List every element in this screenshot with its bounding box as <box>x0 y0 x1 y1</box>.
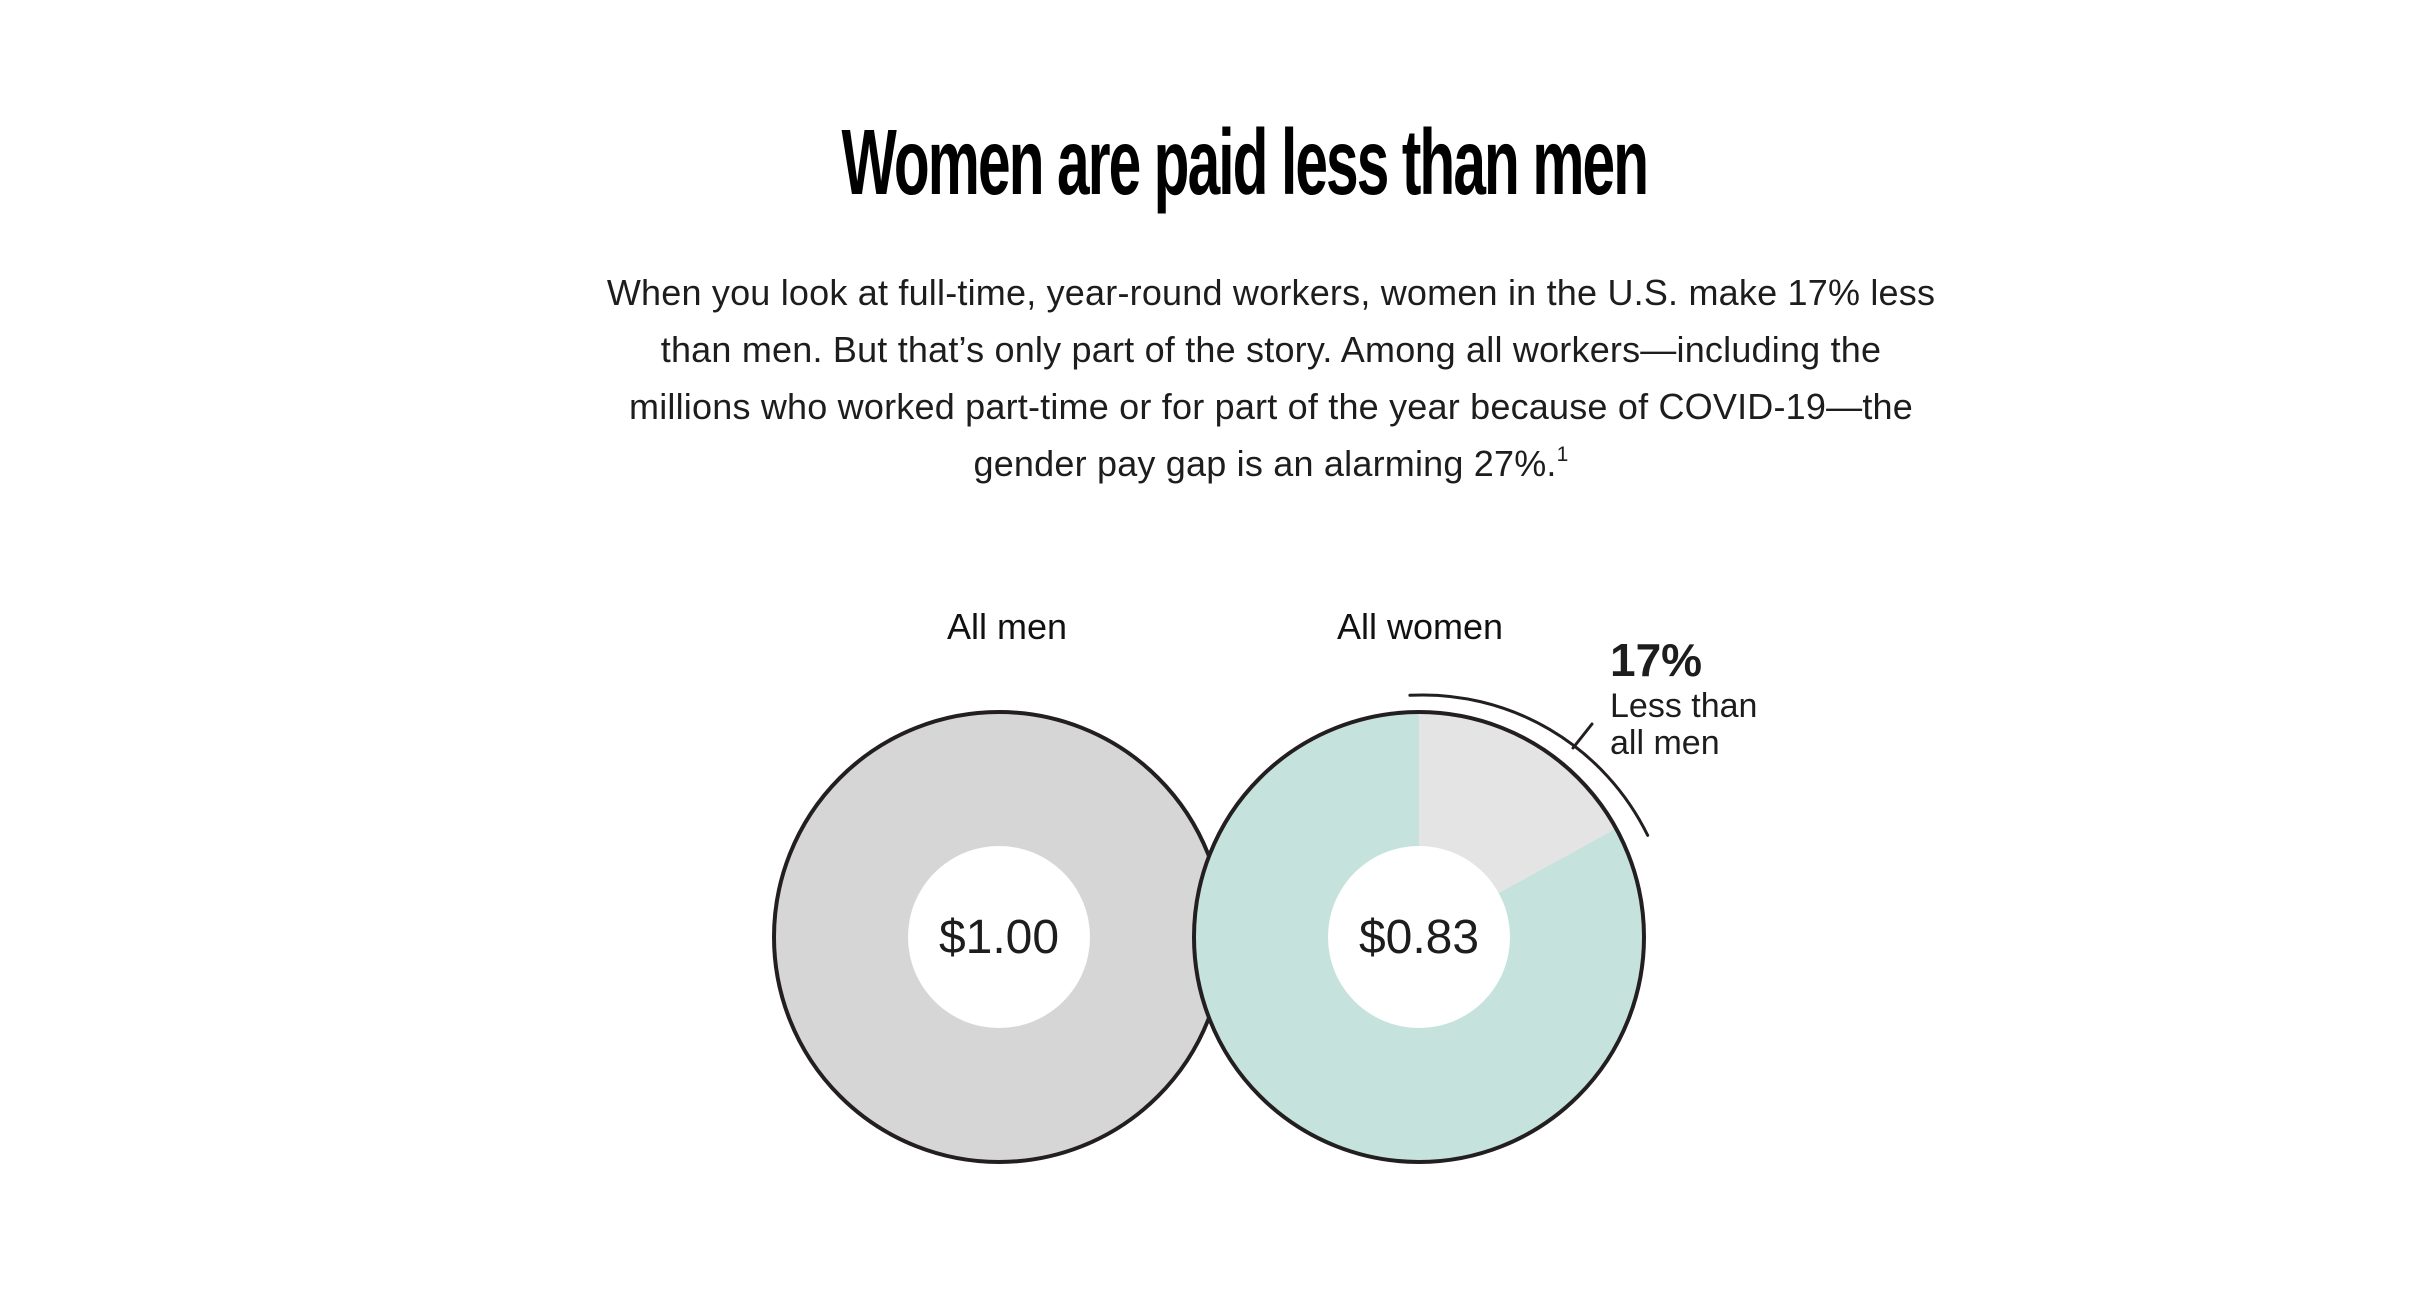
intro-line-2: than men. But that’s only part of the st… <box>660 329 1882 370</box>
pay-gap-annotation: 17% Less than all men <box>1610 634 1757 762</box>
page-title-text: Women are paid less than men <box>841 110 1648 214</box>
donut-women-hole: $0.83 <box>1328 846 1510 1028</box>
pay-gap-percent: 17% <box>1610 634 1703 686</box>
pay-gap-annotation-line-1: Less than <box>1610 687 1758 725</box>
page-title: Women are paid less than men <box>0 116 2428 209</box>
intro-line-4-text: gender pay gap is an alarming 27%. <box>973 443 1557 484</box>
intro-paragraph-lines: When you look at full-time, year-round w… <box>607 264 1935 492</box>
donut-men-label: All men <box>946 606 1068 647</box>
donut-chart-women: $0.83 <box>1192 710 1646 1164</box>
donut-women-label: All women <box>1336 606 1504 647</box>
annotation-leader-tick <box>1571 722 1594 750</box>
footnote-marker: 1 <box>1556 443 1569 466</box>
donut-men-center-value: $1.00 <box>938 910 1060 964</box>
intro-paragraph: When you look at full-time, year-round w… <box>0 264 2428 492</box>
donut-men-hole: $1.00 <box>908 846 1090 1028</box>
intro-line-4: gender pay gap is an alarming 27%.1 <box>607 435 1935 492</box>
intro-line-3: millions who worked part-time or for par… <box>629 386 1913 427</box>
intro-line-1: When you look at full-time, year-round w… <box>606 272 1936 313</box>
donut-women-center-value: $0.83 <box>1358 910 1480 964</box>
pay-gap-annotation-line-2: all men <box>1610 724 1720 762</box>
donut-chart-men: $1.00 <box>772 710 1226 1164</box>
